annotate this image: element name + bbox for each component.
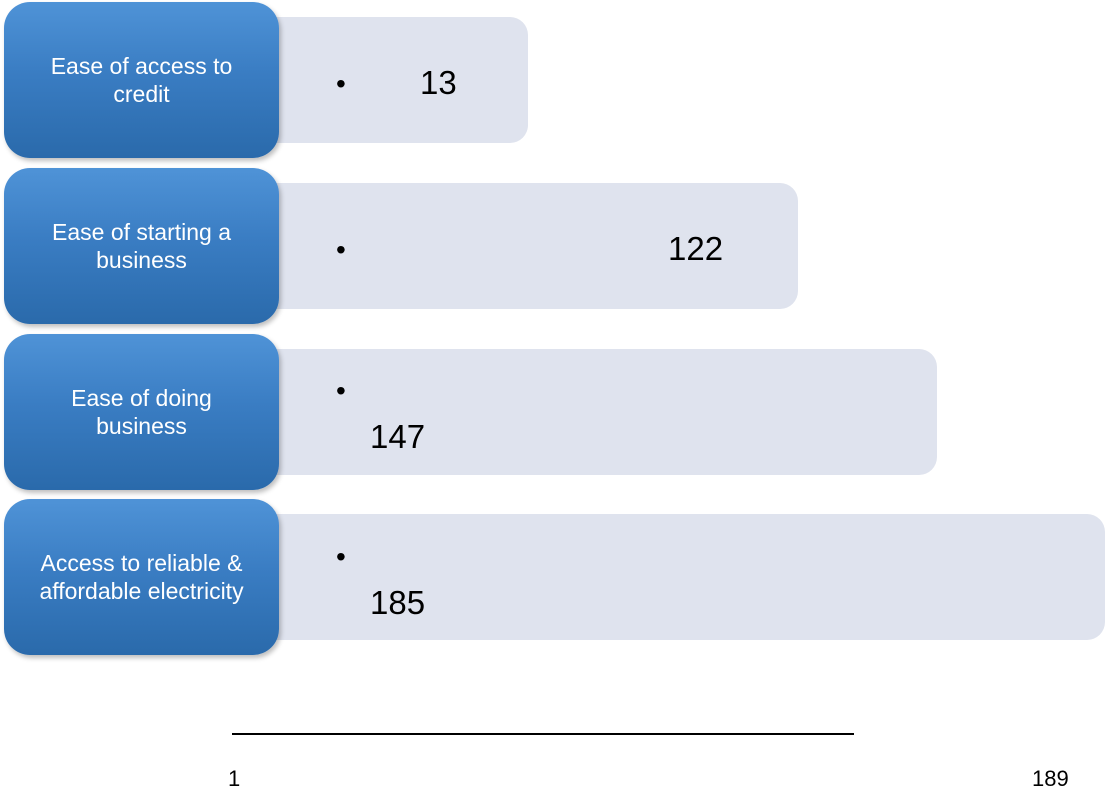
category-label-text: Ease of doing business bbox=[71, 385, 212, 439]
category-label: Ease of starting a business bbox=[4, 168, 279, 324]
bullet-icon: • bbox=[336, 375, 346, 406]
value-bar bbox=[240, 17, 528, 143]
category-label-text: Access to reliable & affordable electric… bbox=[39, 550, 244, 604]
scale-max-label: 189 bbox=[1032, 766, 1069, 791]
rank-value: 122 bbox=[668, 230, 724, 267]
category-label: Ease of doing business bbox=[4, 334, 279, 490]
category-label: Access to reliable & affordable electric… bbox=[4, 499, 279, 655]
value-bar bbox=[240, 349, 937, 475]
bullet-icon: • bbox=[336, 234, 346, 265]
category-label: Ease of access to credit bbox=[4, 2, 279, 158]
rank-value: 147 bbox=[370, 418, 426, 455]
scale-line bbox=[232, 733, 854, 735]
scale-min-label: 1 bbox=[228, 766, 241, 791]
rank-value: 13 bbox=[420, 64, 457, 101]
rank-value: 185 bbox=[370, 584, 426, 621]
bullet-icon: • bbox=[336, 68, 346, 99]
category-label-text: Ease of starting a business bbox=[52, 219, 231, 273]
bullet-icon: • bbox=[336, 541, 346, 572]
value-bar bbox=[240, 183, 798, 309]
category-label-text: Ease of access to credit bbox=[50, 53, 233, 107]
value-bar bbox=[240, 514, 1105, 640]
